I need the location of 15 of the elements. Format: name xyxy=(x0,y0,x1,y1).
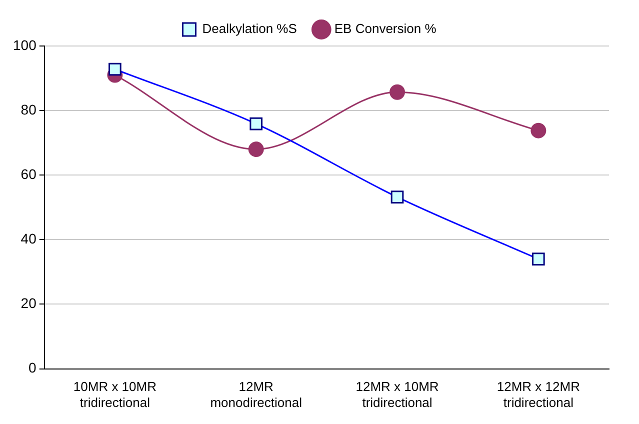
legend-label: Dealkylation %S xyxy=(202,21,298,36)
y-tick-label: 0 xyxy=(28,360,37,376)
point xyxy=(390,84,406,100)
legend-label: EB Conversion % xyxy=(334,21,437,36)
x-tick-label: 12MR x 10MR tridirectional xyxy=(356,379,439,410)
y-tick-label: 80 xyxy=(20,101,37,118)
y-tick-label: 20 xyxy=(20,295,37,312)
point xyxy=(248,142,264,158)
x-tick-label: 12MR x 12MR tridirectional xyxy=(496,379,580,410)
x-tick-label: 10MR x 10MR tridirectional xyxy=(73,379,156,410)
y-tick-label: 100 xyxy=(13,36,37,53)
point xyxy=(530,122,546,138)
x-tick-label: 12MR monodirectional xyxy=(210,379,302,410)
y-tick-label: 40 xyxy=(20,230,37,247)
y-tick-label: 60 xyxy=(20,166,37,182)
